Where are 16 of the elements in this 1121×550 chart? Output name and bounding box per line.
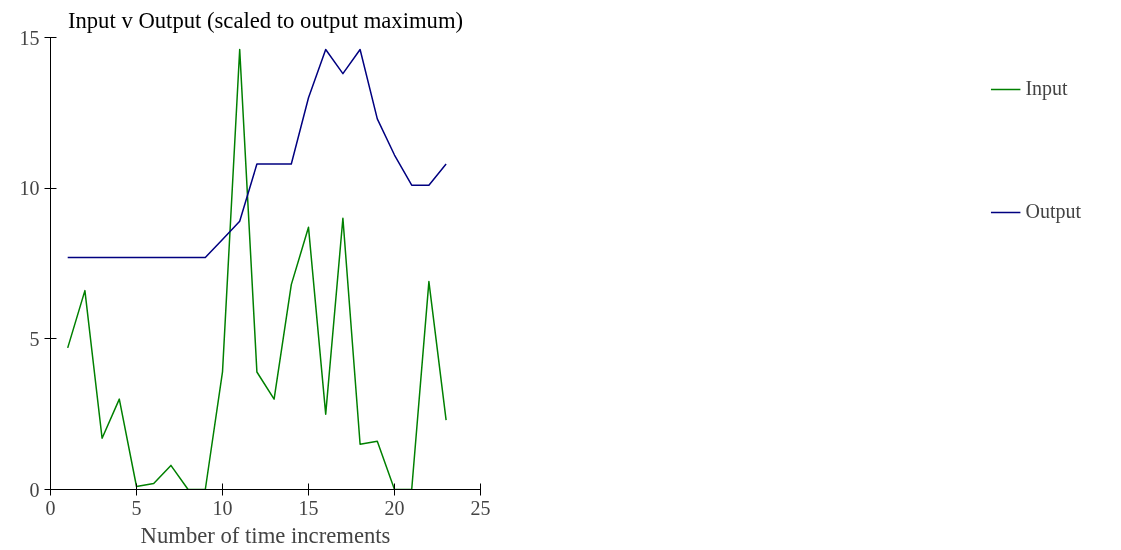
y-tick-label: 10 xyxy=(19,177,40,200)
x-tick-label: 10 xyxy=(212,496,233,519)
y-tick-label: 0 xyxy=(29,478,40,501)
chart-title: Input v Output (scaled to output maximum) xyxy=(67,7,464,33)
x-axis-title: Number of time increments xyxy=(140,522,391,548)
x-tick-label: 5 xyxy=(131,496,142,519)
x-tick-label: 25 xyxy=(470,496,491,519)
line-series xyxy=(66,48,447,259)
line-series xyxy=(66,48,447,490)
x-tick-label: 0 xyxy=(45,496,56,519)
y-tick-label: 5 xyxy=(29,327,40,350)
x-tick-label: 20 xyxy=(384,496,405,519)
x-tick-label: 15 xyxy=(298,496,319,519)
legend-label: Output xyxy=(1025,200,1081,223)
legend-label: Input xyxy=(1025,77,1068,100)
y-tick-label: 15 xyxy=(19,26,40,49)
